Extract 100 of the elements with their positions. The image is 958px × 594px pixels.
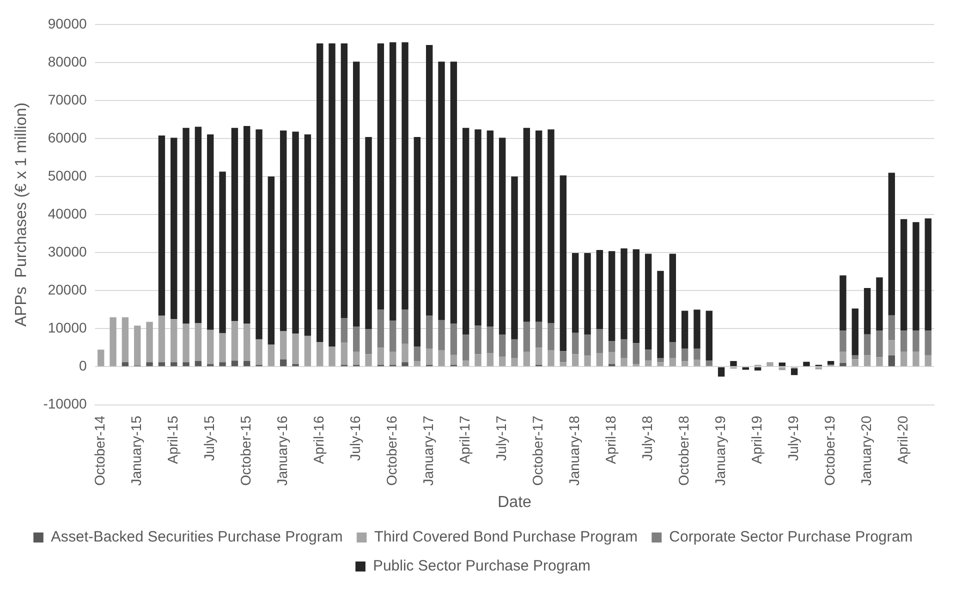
bar [268, 176, 275, 345]
bar [158, 135, 166, 316]
bar [158, 362, 166, 366]
bar [790, 368, 798, 376]
bar [620, 248, 628, 340]
bar [353, 326, 360, 352]
x-tick-label: October-19 [822, 416, 838, 486]
bar [474, 354, 482, 366]
bar [231, 128, 238, 322]
bar [450, 354, 458, 365]
bar [632, 343, 640, 364]
bar [219, 333, 226, 362]
bar [280, 330, 287, 360]
bar [292, 132, 299, 334]
bar [912, 352, 920, 366]
y-tick-label: 50000 [48, 167, 87, 184]
bar [462, 360, 470, 366]
bar [219, 172, 226, 334]
bar [608, 352, 616, 364]
bar [292, 334, 299, 364]
x-tick-label: July-15 [201, 416, 218, 461]
bar [122, 362, 129, 366]
y-tick-label: 60000 [48, 129, 87, 146]
y-tick-label: 20000 [48, 282, 87, 298]
bar [390, 42, 396, 321]
legend-label: Corporate Sector Purchase Program [669, 528, 913, 546]
bar [426, 348, 433, 365]
bar [560, 175, 567, 352]
bar [256, 129, 262, 340]
bar [900, 219, 908, 331]
bar [924, 330, 932, 356]
x-tick-label: January-15 [128, 416, 144, 486]
bar [194, 126, 202, 323]
bar [827, 361, 834, 365]
bar [511, 358, 518, 366]
bar [365, 329, 372, 354]
bar [669, 254, 676, 342]
bar [694, 310, 700, 348]
bar [450, 62, 458, 324]
bar [924, 218, 932, 331]
bar [548, 350, 554, 366]
bar [766, 362, 774, 366]
bar [377, 310, 384, 348]
bar [548, 322, 554, 350]
bar [888, 340, 895, 356]
bar [900, 330, 908, 352]
bar [402, 344, 408, 362]
bar [328, 43, 336, 347]
bar [194, 322, 202, 362]
bar [414, 346, 421, 362]
bar [924, 355, 932, 366]
bar [244, 361, 250, 366]
bar [486, 326, 494, 354]
bar [730, 361, 737, 366]
bar [888, 172, 895, 316]
bar [390, 320, 396, 352]
bar [365, 354, 372, 366]
x-tick-label: October-14 [92, 416, 108, 486]
bar [523, 322, 530, 352]
bar [219, 362, 226, 366]
bar [840, 362, 846, 366]
legend-label: Public Sector Purchase Program [372, 558, 591, 575]
bar [486, 130, 494, 327]
bar [438, 320, 445, 350]
y-tick-label: 40000 [48, 205, 87, 222]
x-tick-label: April-17 [456, 416, 473, 464]
x-tick-label: April-20 [894, 416, 911, 464]
bar [134, 326, 141, 366]
bar [620, 358, 628, 366]
x-tick-label: July-19 [785, 416, 802, 461]
bar [632, 249, 640, 344]
bar [462, 334, 470, 361]
bar [754, 367, 762, 371]
bar [231, 360, 238, 366]
bar [158, 316, 166, 362]
bar [474, 326, 482, 354]
bar [584, 334, 591, 356]
bar [498, 356, 506, 366]
bar [438, 62, 445, 320]
bar [596, 353, 604, 366]
bar [535, 322, 542, 348]
bar [852, 308, 858, 356]
y-tick-label: 0 [78, 358, 87, 374]
bar [888, 315, 895, 340]
bar [644, 360, 652, 366]
bar [328, 346, 336, 366]
bar [244, 126, 250, 324]
legend-label: Asset-Backed Securities Purchase Program [50, 528, 343, 546]
legend-label: Third Covered Bond Purchase Program [374, 528, 638, 546]
bar [402, 362, 408, 366]
bar [876, 330, 883, 358]
bar [511, 176, 518, 340]
bar [426, 316, 433, 348]
bar [316, 43, 324, 342]
x-tick-label: April-16 [310, 416, 327, 464]
bar [669, 342, 676, 358]
bar [170, 138, 178, 320]
bar [718, 367, 725, 377]
bar [876, 277, 883, 331]
bar [207, 330, 214, 364]
